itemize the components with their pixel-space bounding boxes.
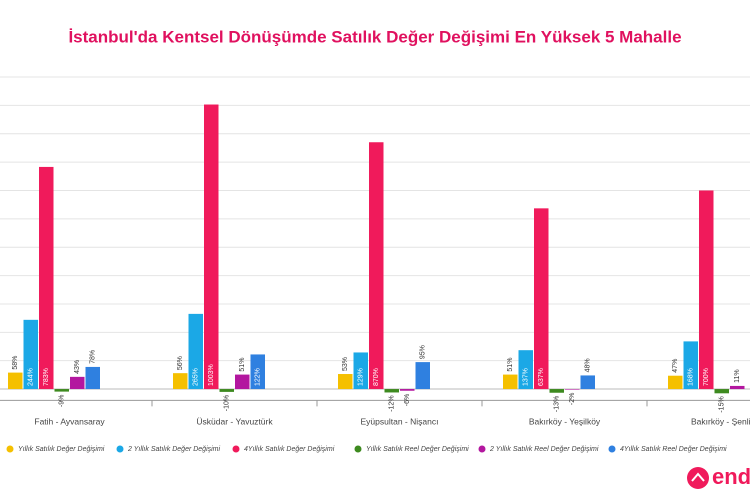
data-label: 637%: [538, 368, 545, 386]
bar: [400, 389, 415, 391]
bar: [580, 375, 595, 390]
logo-icon: [687, 467, 709, 489]
legend-label: 2 Yıllık Satılık Reel Değer Değişimi: [489, 446, 599, 453]
bar: [39, 166, 54, 390]
x-tick-label: Bakırköy - Yeşilköy: [529, 417, 601, 427]
legend-label: Yıllık Satılık Reel Değer Değişimi: [366, 446, 469, 453]
data-label: 43%: [74, 360, 81, 374]
bar: [549, 389, 564, 393]
bar: [534, 208, 549, 390]
data-label: -2%: [569, 393, 576, 405]
data-label: 51%: [507, 358, 514, 372]
logo-mark: [691, 472, 705, 482]
bar: [384, 389, 399, 393]
data-label: 58%: [12, 356, 19, 370]
x-tick-label: Eyüpsultan - Nişancı: [361, 417, 439, 427]
bar: [235, 374, 250, 390]
legend-marker: [232, 445, 240, 453]
bar: [54, 389, 69, 392]
data-label: -13%: [554, 396, 561, 412]
data-label: 700%: [703, 368, 710, 386]
legend-marker: [354, 445, 362, 453]
data-label: -10%: [224, 395, 231, 411]
bar: [714, 389, 729, 394]
legend-label: 2 Yıllık Satılık Değer Değişimi: [127, 446, 221, 453]
bar: [369, 142, 384, 390]
chart-title: İstanbul'da Kentsel Dönüşümde Satılık De…: [68, 27, 681, 46]
data-label: 56%: [177, 356, 184, 370]
bar: [8, 372, 23, 390]
data-label: -6%: [404, 394, 411, 406]
bar: [219, 389, 234, 392]
data-label: 122%: [255, 368, 262, 386]
bar: [204, 104, 219, 390]
data-label: 168%: [688, 368, 695, 386]
bar: [85, 366, 100, 390]
data-label: -12%: [389, 395, 396, 411]
data-label: 870%: [373, 368, 380, 386]
data-label: 47%: [672, 359, 679, 373]
bar: [353, 352, 368, 390]
data-label: 53%: [342, 357, 349, 371]
data-label: 1003%: [208, 364, 215, 386]
legend-marker: [116, 445, 124, 453]
data-label: 137%: [523, 368, 530, 386]
bar: [518, 350, 533, 390]
data-label: 783%: [43, 368, 50, 386]
data-label: 265%: [193, 368, 200, 386]
bar: [338, 374, 353, 390]
bar: [250, 354, 265, 390]
legend-marker: [478, 445, 486, 453]
bar: [415, 362, 430, 390]
x-tick-label: Fatih - Ayvansaray: [34, 417, 105, 427]
legend-marker: [608, 445, 616, 453]
bar: [730, 385, 745, 390]
bar: [668, 375, 683, 390]
data-label: 51%: [239, 358, 246, 372]
legend-marker: [6, 445, 14, 453]
bar: [683, 341, 698, 390]
data-label: 95%: [420, 345, 427, 359]
data-label: 48%: [585, 358, 592, 372]
bar: [565, 389, 580, 390]
bar: [503, 374, 518, 390]
x-tick-label: Bakırköy - Şenlikköy: [691, 417, 750, 427]
legend-label: 4Yıllık Satılık Değer Değişimi: [244, 446, 335, 453]
data-label: -15%: [719, 396, 726, 412]
data-label: 129%: [358, 368, 365, 386]
legend-label: 4Yıllık Satılık Reel Değer Değişimi: [620, 446, 727, 453]
logo: end: [712, 464, 750, 489]
x-tick-label: Üsküdar - Yavuztürk: [196, 417, 273, 427]
bar: [23, 319, 38, 390]
bar: [173, 373, 188, 390]
bar: [70, 376, 85, 390]
data-label: 244%: [28, 368, 35, 386]
legend-label: Yıllık Satılık Değer Değişimi: [18, 446, 105, 453]
bar: [188, 313, 203, 390]
data-label: -9%: [59, 395, 66, 407]
data-label: 78%: [90, 350, 97, 364]
bar: [699, 190, 714, 390]
data-label: 11%: [734, 369, 741, 383]
